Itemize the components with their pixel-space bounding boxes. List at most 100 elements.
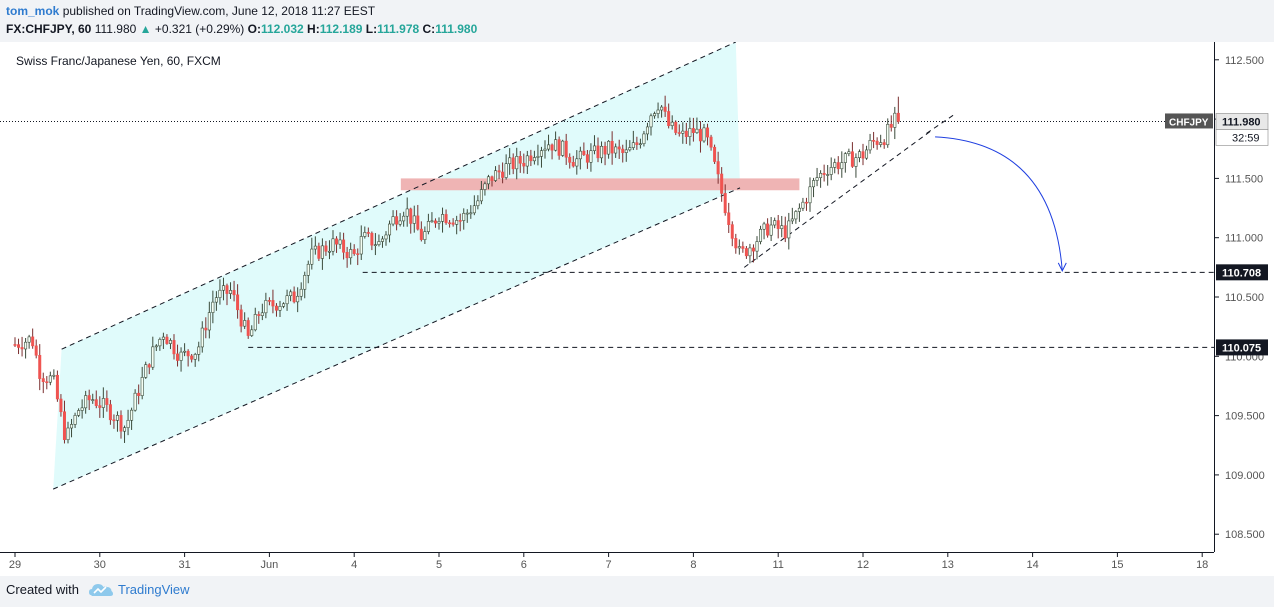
candle[interactable] (444, 209, 448, 225)
candle[interactable] (105, 390, 109, 412)
candle[interactable] (172, 334, 176, 360)
candle[interactable] (356, 248, 360, 266)
candle[interactable] (741, 241, 745, 253)
candle[interactable] (624, 139, 628, 162)
candle[interactable] (653, 111, 657, 119)
candle[interactable] (183, 343, 187, 357)
candle[interactable] (748, 243, 752, 264)
candle[interactable] (285, 289, 289, 311)
candle[interactable] (398, 213, 402, 227)
channel-upper-line[interactable] (61, 42, 737, 350)
candle[interactable] (536, 144, 540, 166)
candle[interactable] (815, 167, 819, 187)
candle[interactable] (857, 149, 861, 163)
candle[interactable] (101, 387, 105, 418)
candle[interactable] (847, 148, 851, 157)
candle[interactable] (370, 231, 374, 251)
candle[interactable] (794, 210, 798, 224)
candle[interactable] (850, 142, 854, 168)
candle[interactable] (879, 134, 883, 148)
candle[interactable] (670, 115, 674, 130)
candle[interactable] (239, 304, 243, 333)
candle[interactable] (600, 141, 604, 164)
candle[interactable] (257, 311, 261, 324)
candle[interactable] (550, 143, 554, 160)
candle[interactable] (702, 123, 706, 143)
rising-resistance-line[interactable] (926, 112, 957, 134)
candle[interactable] (730, 221, 734, 247)
candle[interactable] (861, 143, 865, 166)
candle[interactable] (515, 147, 519, 180)
candle[interactable] (70, 418, 74, 438)
channel-lower-line[interactable] (52, 187, 741, 490)
candle[interactable] (727, 202, 731, 234)
candle[interactable] (889, 115, 893, 132)
candle[interactable] (331, 230, 335, 256)
candle[interactable] (529, 149, 533, 167)
candle[interactable] (197, 341, 201, 362)
candle[interactable] (713, 144, 717, 165)
candle[interactable] (617, 139, 621, 159)
candle[interactable] (405, 197, 409, 227)
candle[interactable] (465, 209, 469, 223)
candle[interactable] (123, 425, 127, 443)
candle[interactable] (808, 177, 812, 212)
candle[interactable] (539, 146, 543, 168)
candle[interactable] (578, 146, 582, 170)
candle[interactable] (840, 151, 844, 178)
candle[interactable] (836, 156, 840, 175)
candle[interactable] (211, 290, 215, 324)
candle[interactable] (45, 376, 49, 390)
candle[interactable] (246, 317, 250, 339)
candle[interactable] (137, 384, 141, 405)
candle[interactable] (677, 124, 681, 137)
candle[interactable] (426, 213, 430, 235)
candle[interactable] (151, 336, 155, 370)
candle[interactable] (214, 291, 218, 311)
candle[interactable] (508, 148, 512, 175)
candle[interactable] (41, 372, 45, 394)
candle[interactable] (310, 237, 314, 270)
candle[interactable] (402, 211, 406, 227)
candle[interactable] (274, 303, 278, 317)
candle[interactable] (751, 244, 755, 263)
candle[interactable] (592, 135, 596, 155)
candle[interactable] (229, 282, 233, 299)
candle[interactable] (769, 216, 773, 241)
candle[interactable] (243, 312, 247, 330)
candle[interactable] (324, 240, 328, 256)
candle[interactable] (695, 117, 699, 134)
candle[interactable] (759, 225, 763, 245)
candle[interactable] (522, 153, 526, 174)
candle[interactable] (377, 234, 381, 247)
candle[interactable] (589, 143, 593, 172)
candle[interactable] (179, 347, 183, 372)
candle[interactable] (108, 399, 112, 425)
tradingview-logo-icon[interactable] (88, 581, 114, 599)
candle[interactable] (218, 279, 222, 305)
plot-area[interactable] (0, 42, 1214, 490)
candle[interactable] (720, 167, 724, 202)
candle[interactable] (737, 239, 741, 255)
candle[interactable] (289, 289, 293, 302)
candle[interactable] (158, 337, 162, 351)
candle[interactable] (479, 180, 483, 205)
candle[interactable] (154, 344, 158, 352)
candle[interactable] (165, 334, 169, 345)
candle[interactable] (62, 400, 66, 444)
candle[interactable] (299, 282, 303, 301)
candle[interactable] (94, 390, 98, 409)
candle[interactable] (292, 286, 296, 304)
candle[interactable] (437, 217, 441, 230)
candle[interactable] (645, 122, 649, 141)
candle[interactable] (607, 140, 611, 159)
candle[interactable] (865, 145, 869, 160)
candle[interactable] (87, 389, 91, 410)
candle[interactable] (571, 155, 575, 168)
candle[interactable] (77, 408, 81, 418)
candle[interactable] (744, 246, 748, 259)
candle[interactable] (543, 140, 547, 159)
candle[interactable] (98, 396, 102, 418)
candle[interactable] (614, 143, 618, 158)
candle[interactable] (391, 210, 395, 227)
